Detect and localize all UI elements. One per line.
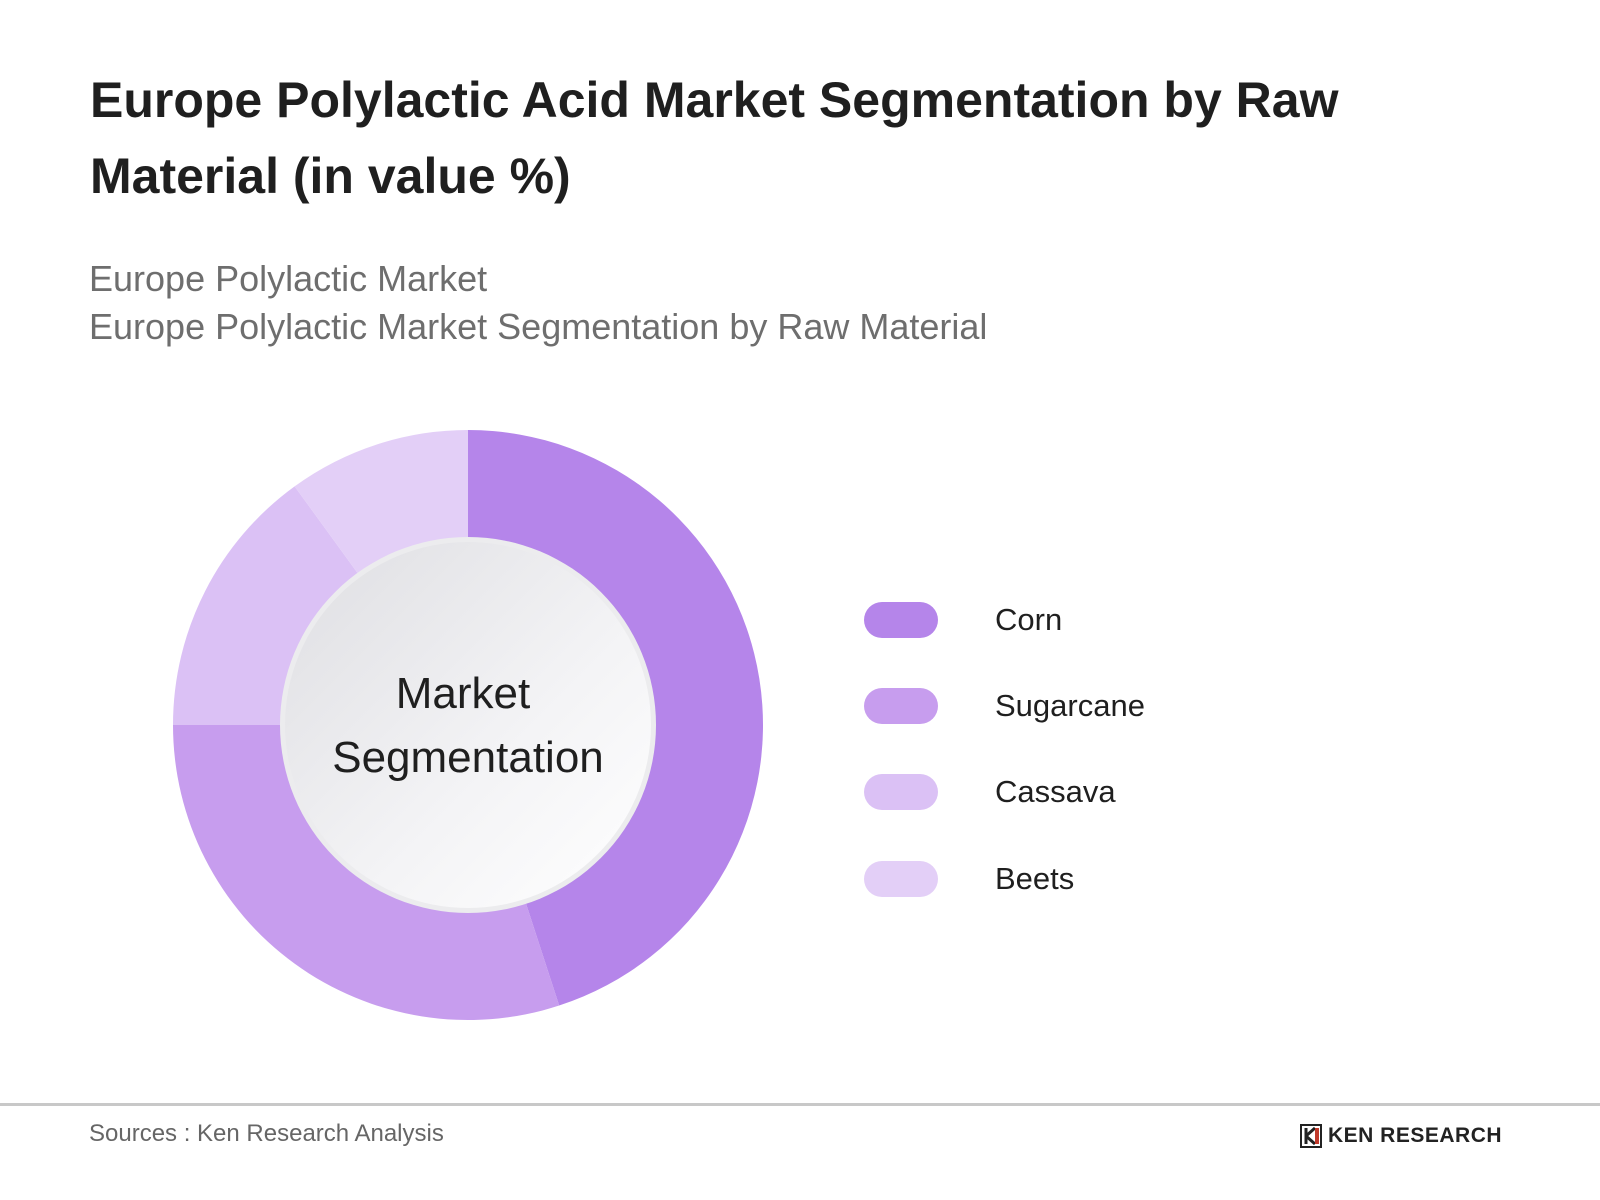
legend-item-beets: Beets <box>864 861 1074 897</box>
chart-subtitle-2: Europe Polylactic Market Segmentation by… <box>89 306 988 347</box>
legend-label: Corn <box>995 602 1063 637</box>
legend-label: Cassava <box>995 774 1116 809</box>
chart-subtitle: Europe Polylactic Market <box>89 258 488 299</box>
logo-text: KEN RESEARCH <box>1328 1124 1503 1147</box>
footer-divider <box>0 1103 1600 1106</box>
legend-item-corn: Corn <box>864 602 1062 638</box>
legend-item-sugarcane: Sugarcane <box>864 688 1145 724</box>
logo-k-icon <box>1300 1124 1322 1148</box>
chart-title: Europe Polylactic Acid Market Segmentati… <box>90 72 1339 204</box>
legend-label: Beets <box>995 861 1075 896</box>
legend-swatch <box>864 774 938 810</box>
legend-swatch <box>864 861 938 897</box>
center-label-line-1: Market <box>396 669 530 718</box>
slice-beets <box>294 430 468 580</box>
ken-research-logo: KEN RESEARCH <box>1300 1124 1502 1148</box>
slice-cassava <box>173 486 363 725</box>
legend-item-cassava: Cassava <box>864 774 1116 810</box>
center-disc <box>285 542 651 908</box>
sources-text: Sources : Ken Research Analysis <box>89 1120 444 1147</box>
legend-swatch <box>864 602 938 638</box>
donut-chart: Market Segmentation <box>172 430 763 1020</box>
slice-sugarcane <box>172 725 560 1020</box>
legend-label: Sugarcane <box>995 688 1145 723</box>
slice-corn <box>468 430 763 1006</box>
legend-swatch <box>864 688 938 724</box>
center-label-line-2: Segmentation <box>332 733 604 782</box>
